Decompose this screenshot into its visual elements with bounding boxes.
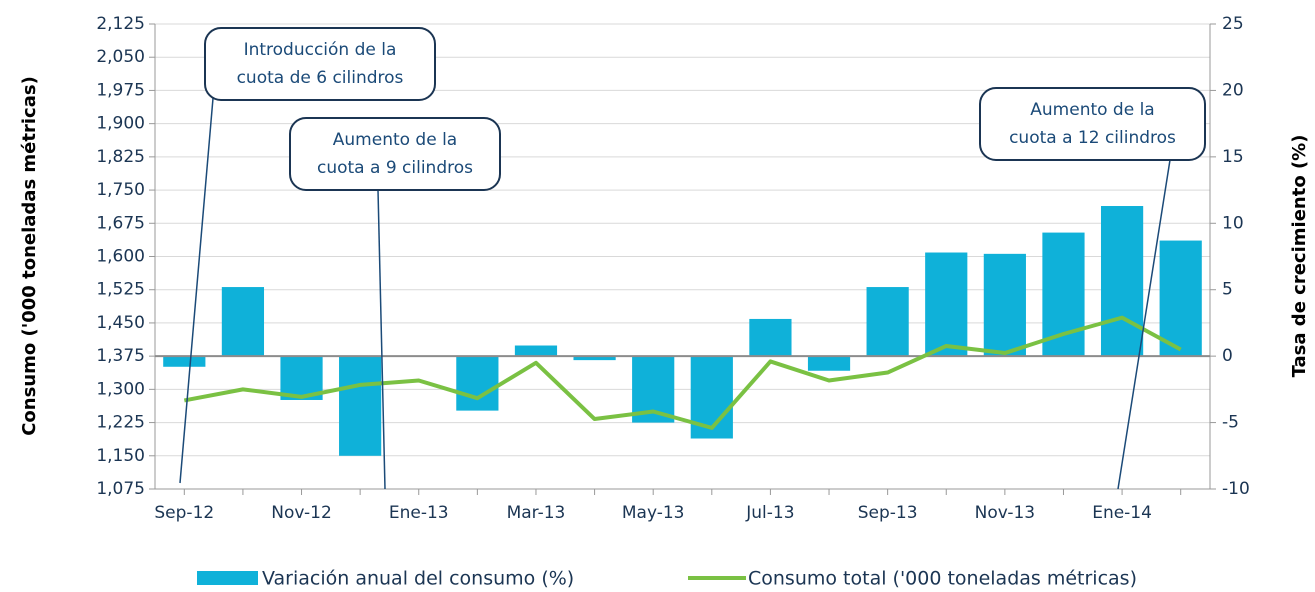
bar bbox=[1159, 240, 1202, 357]
y-tick-label: 1,750 bbox=[96, 180, 145, 200]
bar bbox=[749, 318, 792, 357]
y-tick-label: 1,150 bbox=[96, 446, 145, 466]
annotation-text: Aumento de la bbox=[1030, 100, 1154, 120]
x-tick-label: Nov-12 bbox=[271, 503, 332, 523]
y-tick-label: 2,125 bbox=[96, 14, 145, 34]
annotation-box bbox=[289, 117, 501, 191]
y-tick-label: 1,300 bbox=[96, 379, 145, 399]
x-tick-label: Ene-13 bbox=[389, 503, 449, 523]
x-tick-label: Sep-12 bbox=[154, 503, 214, 523]
x-tick-label: Sep-13 bbox=[858, 503, 918, 523]
annotation-text: cuota a 12 cilindros bbox=[1009, 128, 1176, 148]
y-tick-label: 1,375 bbox=[96, 346, 145, 366]
y2-tick-label: 5 bbox=[1222, 280, 1233, 300]
bar bbox=[514, 345, 558, 357]
y-tick-label: 1,450 bbox=[96, 313, 145, 333]
annotation-text: cuota a 9 cilindros bbox=[317, 158, 473, 178]
bar bbox=[163, 356, 206, 367]
bar bbox=[339, 356, 382, 456]
y2-tick-label: -10 bbox=[1222, 479, 1250, 499]
legend-label: Variación anual del consumo (%) bbox=[262, 568, 574, 590]
y2-tick-label: 15 bbox=[1222, 147, 1244, 167]
bar bbox=[573, 356, 616, 361]
annotation-leader bbox=[1117, 159, 1171, 490]
annotation-leader bbox=[377, 189, 386, 490]
bar bbox=[456, 356, 499, 411]
y2-tick-label: 10 bbox=[1222, 213, 1244, 233]
y-tick-label: 2,050 bbox=[96, 47, 145, 67]
annotation-leader bbox=[179, 74, 216, 484]
legend-label: Consumo total ('000 toneladas métricas) bbox=[748, 568, 1137, 590]
line bbox=[183, 315, 1182, 430]
x-tick-label: Ene-14 bbox=[1092, 503, 1152, 523]
y-tick-label: 1,600 bbox=[96, 247, 145, 267]
x-tick-label: Nov-13 bbox=[975, 503, 1036, 523]
y-tick-label: 1,675 bbox=[96, 213, 145, 233]
x-tick-label: Jul-13 bbox=[745, 503, 794, 523]
annotation-text: Aumento de la bbox=[333, 130, 457, 150]
x-tick-label: May-13 bbox=[622, 503, 685, 523]
x-tick-label: Mar-13 bbox=[507, 503, 566, 523]
y2-axis-title: Tasa de crecimiento (%) bbox=[1289, 135, 1310, 378]
annotation-box bbox=[979, 87, 1206, 161]
bar bbox=[866, 287, 909, 357]
y-tick-label: 1,075 bbox=[96, 479, 145, 499]
annotation-box bbox=[204, 27, 436, 101]
bar bbox=[807, 356, 851, 371]
y-tick-label: 1,900 bbox=[96, 114, 145, 134]
y-tick-label: 1,825 bbox=[96, 147, 145, 167]
bar bbox=[221, 287, 265, 357]
y2-tick-label: 0 bbox=[1222, 346, 1233, 366]
bar bbox=[925, 252, 968, 357]
y2-tick-label: -5 bbox=[1222, 413, 1239, 433]
y-axis-title: Consumo ('000 toneladas métricas) bbox=[19, 76, 40, 436]
annotation-text: cuota de 6 cilindros bbox=[237, 68, 404, 88]
annotation-text: Introducción de la bbox=[244, 40, 397, 60]
bar bbox=[1100, 206, 1144, 357]
y2-tick-label: 25 bbox=[1222, 14, 1244, 34]
y2-tick-label: 20 bbox=[1222, 80, 1244, 100]
legend-swatch bbox=[197, 571, 258, 585]
bar bbox=[983, 253, 1026, 357]
y-tick-label: 1,225 bbox=[96, 413, 145, 433]
y-tick-label: 1,525 bbox=[96, 280, 145, 300]
y-tick-label: 1,975 bbox=[96, 80, 145, 100]
